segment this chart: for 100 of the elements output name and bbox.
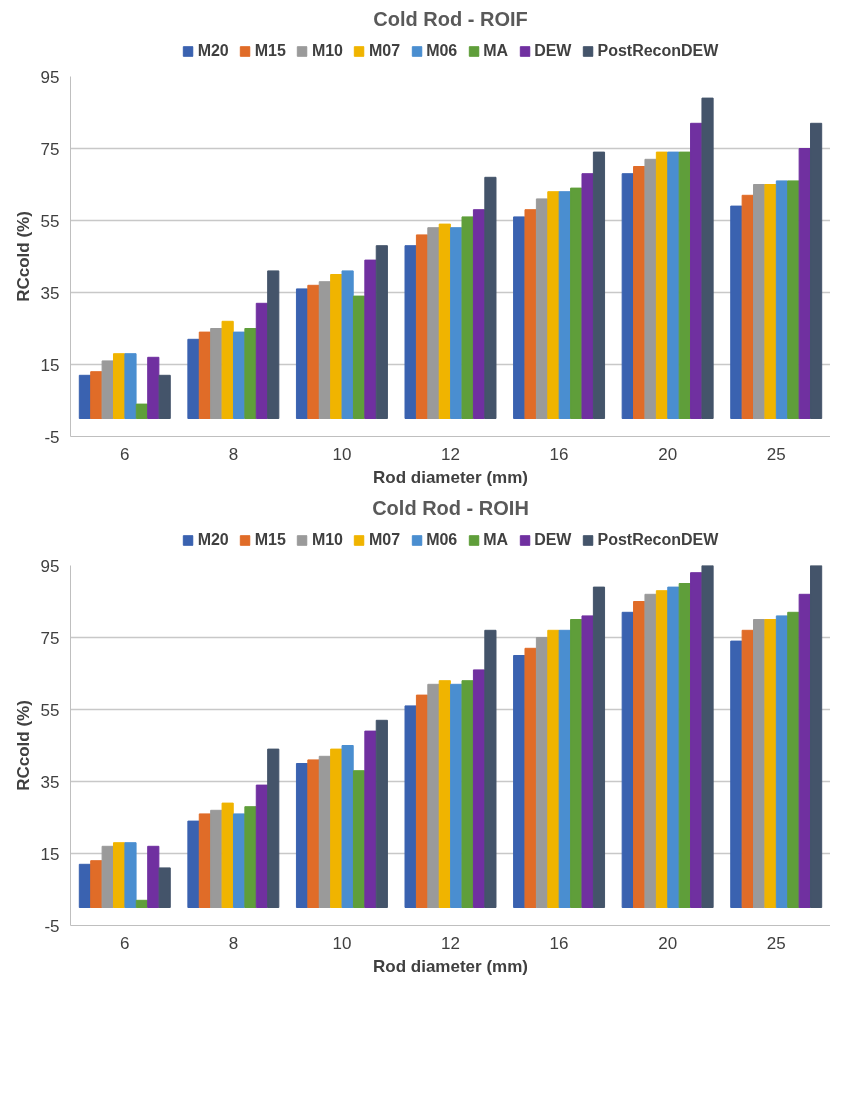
legend-label: M10 (311, 42, 343, 60)
bar (810, 565, 823, 908)
legend-label: M07 (369, 531, 401, 549)
chart-title: Cold Rod - ROIF (373, 7, 528, 30)
bar (187, 820, 200, 908)
x-tick-label: 10 (332, 444, 352, 464)
bar (232, 331, 246, 419)
bar (255, 784, 268, 908)
legend-label: M06 (426, 42, 458, 60)
bar (135, 403, 148, 419)
bar (570, 187, 583, 419)
bar (570, 619, 583, 908)
bar (318, 281, 331, 419)
bar (375, 719, 388, 908)
bar (198, 331, 211, 419)
bar (558, 629, 571, 908)
legend-label: M15 (254, 531, 286, 549)
y-tick-label: 55 (40, 211, 60, 231)
bar (158, 374, 171, 419)
legend-label: M10 (311, 531, 343, 549)
x-tick-label: 8 (228, 933, 239, 953)
legend-label: DEW (534, 42, 572, 60)
x-tick-label: 25 (766, 933, 786, 953)
legend-label: M07 (369, 42, 401, 60)
bar (438, 223, 451, 419)
bar (667, 151, 680, 419)
x-tick-label: 8 (228, 444, 239, 464)
legend-label: M15 (254, 42, 286, 60)
bar (730, 640, 743, 908)
bar (535, 637, 549, 908)
bar (535, 198, 549, 419)
bar (581, 615, 594, 908)
bar (244, 806, 257, 908)
bar (513, 655, 526, 908)
bar (524, 647, 537, 908)
bar (701, 97, 714, 419)
bar (267, 748, 280, 908)
bar (101, 845, 114, 908)
legend-label: PostReconDEW (597, 531, 719, 549)
legend-label: PostReconDEW (597, 42, 719, 60)
bar (124, 353, 137, 419)
y-tick-label: -5 (44, 916, 60, 936)
bar (90, 371, 103, 419)
bar (678, 583, 691, 908)
x-tick-label: 6 (120, 933, 130, 953)
bar (158, 867, 171, 908)
bar (678, 151, 691, 419)
bar (472, 669, 486, 908)
bar (655, 590, 669, 908)
y-tick-label: 75 (40, 628, 60, 648)
bar (210, 328, 223, 419)
bar (341, 270, 354, 419)
bar (592, 151, 606, 419)
bar (352, 770, 366, 908)
bar (450, 683, 463, 908)
bar (547, 629, 560, 908)
bar (667, 586, 680, 908)
bar (633, 601, 646, 908)
bar (633, 166, 646, 419)
x-tick-label: 12 (441, 933, 460, 953)
bar (210, 809, 223, 908)
bar (221, 320, 234, 419)
bar (415, 694, 429, 908)
bar (307, 284, 320, 419)
bar (295, 288, 309, 419)
bar (787, 180, 800, 419)
bar (364, 730, 377, 908)
x-tick-label: 12 (441, 444, 460, 464)
bar (690, 572, 703, 908)
bar (581, 173, 594, 419)
bar (267, 270, 280, 419)
x-axis-title: Rod diameter (mm) (373, 467, 528, 487)
x-tick-label: 25 (766, 444, 786, 464)
bar (90, 860, 103, 908)
bar (295, 763, 309, 908)
bar (78, 374, 91, 419)
x-tick-label: 20 (658, 933, 678, 953)
bar (101, 360, 114, 419)
y-tick-label: 75 (40, 139, 60, 159)
bar (741, 194, 754, 419)
bar (690, 122, 703, 419)
bar (221, 802, 234, 908)
bar (404, 245, 417, 419)
bar (787, 611, 800, 908)
bar (255, 302, 268, 419)
y-tick-label: -5 (44, 427, 60, 447)
bar (730, 205, 743, 419)
bar (427, 227, 440, 419)
bar (621, 611, 634, 908)
bar (461, 216, 474, 419)
y-tick-label: 15 (40, 355, 60, 375)
bar (244, 328, 257, 419)
y-tick-label: 55 (40, 700, 60, 720)
legend-label: MA (483, 42, 509, 60)
x-tick-label: 20 (658, 444, 678, 464)
bar (187, 338, 200, 419)
bar (330, 274, 343, 419)
y-tick-label: 35 (40, 283, 60, 303)
x-axis-title: Rod diameter (mm) (373, 956, 528, 976)
bar (592, 586, 606, 908)
